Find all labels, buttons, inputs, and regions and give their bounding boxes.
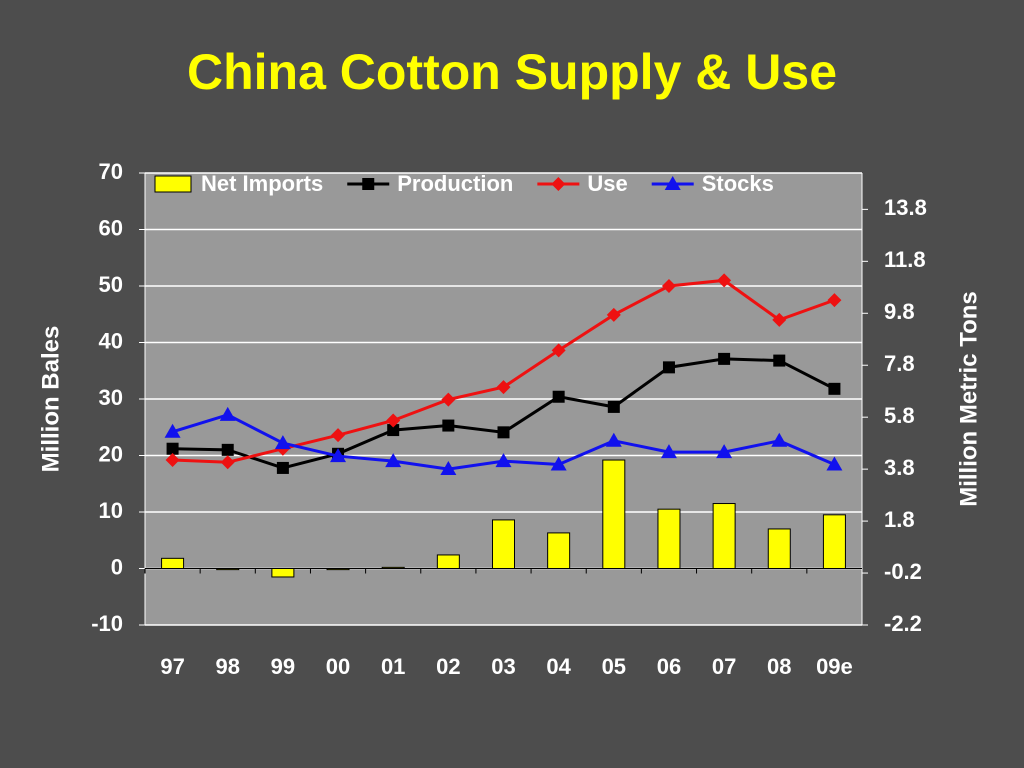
marker [827,293,842,308]
legend-swatch [154,175,192,193]
bar [657,508,681,569]
marker [220,455,235,470]
marker [496,380,511,395]
y-tick-label: 60 [99,215,123,240]
bar [602,459,626,569]
legend-label: Net Imports [201,171,323,196]
chart-title: China Cotton Supply & Use [187,44,837,100]
marker [221,443,234,456]
marker [276,461,289,474]
marker [387,424,400,437]
y-tick-label: 30 [99,385,123,410]
x-tick-label: 09e [816,654,853,679]
x-tick-label: 98 [215,654,239,679]
legend-label: Production [397,171,513,196]
marker [717,273,732,288]
y-tick-label: 0 [111,554,123,579]
marker [164,423,181,438]
marker [771,432,788,447]
y-axis-label: Million Bales [37,326,64,473]
x-tick-label: 08 [767,654,791,679]
y2-tick-label: 1.8 [884,507,915,532]
y-tick-label: -10 [91,611,123,636]
marker [442,419,455,432]
y2-tick-label: 7.8 [884,351,915,376]
marker [662,361,675,374]
bar [547,532,571,570]
bar [822,514,846,570]
marker [661,279,676,293]
y2-tick-label: 5.8 [884,403,915,428]
marker [551,343,566,358]
x-tick-label: 04 [546,654,571,679]
marker [385,453,402,468]
marker [660,444,677,459]
marker [440,461,457,476]
marker [718,352,731,365]
marker [826,456,843,471]
y2-tick-label: -2.2 [884,611,922,636]
marker [362,178,375,190]
x-tick-label: 03 [491,654,515,679]
series-stocks [164,406,843,476]
y-tick-label: 10 [99,498,123,523]
x-tick-label: 05 [602,654,626,679]
marker [828,382,841,395]
marker [607,400,620,413]
y2-tick-label: 13.8 [884,195,927,220]
legend-label: Stocks [702,171,774,196]
bar [436,554,460,570]
marker [274,435,291,450]
x-tick-label: 06 [657,654,681,679]
marker [166,442,179,455]
marker [165,453,180,468]
y2-axis-label: Million Metric Tons [955,291,982,507]
y-tick-label: 70 [99,159,123,184]
y-tick-label: 40 [99,328,123,353]
marker [550,456,567,471]
marker [219,406,236,421]
bar [492,519,515,569]
y2-tick-label: 9.8 [884,299,915,324]
bar [767,528,791,570]
x-tick-label: 00 [326,654,350,679]
marker [552,390,565,403]
marker [386,413,401,428]
marker [331,428,346,443]
marker [551,177,566,191]
marker [773,354,786,367]
x-tick-label: 02 [436,654,460,679]
y2-tick-label: 11.8 [884,247,926,272]
bar [381,566,405,569]
y-tick-label: 50 [99,272,123,297]
marker [664,176,681,190]
legend-label: Use [587,171,627,196]
x-tick-label: 07 [712,654,736,679]
marker [441,392,456,407]
x-tick-label: 99 [271,654,295,679]
y2-tick-label: -0.2 [884,559,922,584]
bar [712,503,736,569]
x-tick-label: 97 [160,654,184,679]
bar [161,557,185,570]
bar [271,568,295,578]
x-tick-label: 01 [381,654,405,679]
marker [330,448,347,463]
marker [495,453,512,468]
y-tick-label: 20 [99,441,123,466]
marker [716,444,733,459]
bar [216,568,240,571]
marker [497,426,510,439]
y2-tick-label: 3.8 [884,455,915,480]
marker [605,432,622,447]
marker [606,307,621,322]
marker [772,312,787,327]
bar [326,568,350,571]
